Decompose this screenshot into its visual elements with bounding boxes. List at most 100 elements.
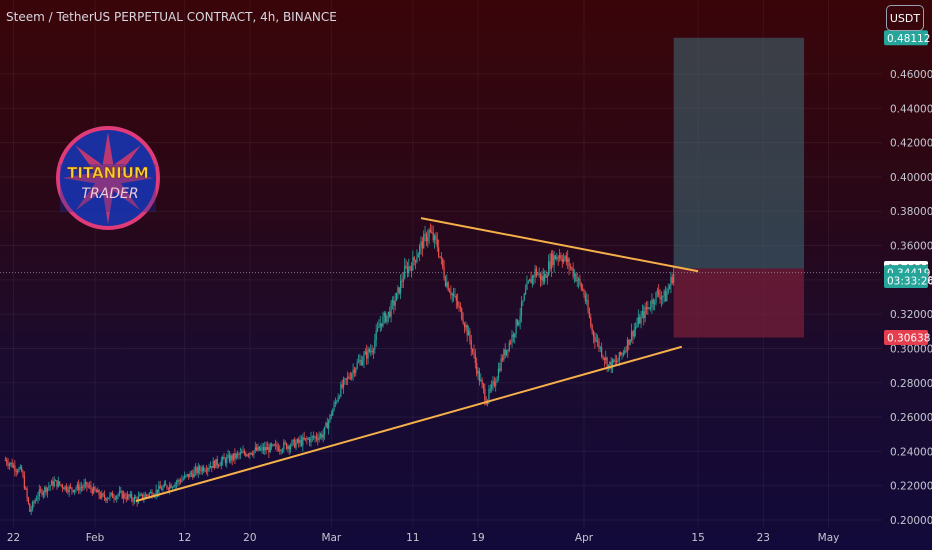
candle-body (405, 265, 407, 267)
candle-body (7, 463, 9, 466)
candle-body (179, 481, 182, 483)
candle-body (159, 485, 161, 489)
candle-body (387, 311, 389, 316)
candle-body (234, 453, 236, 459)
candle-body (595, 340, 597, 342)
candle-body (580, 283, 582, 289)
candle-body (243, 451, 246, 454)
candle-body (193, 470, 195, 478)
candle-body (291, 440, 293, 446)
candle-body (606, 357, 608, 368)
candle-body (370, 350, 372, 352)
candle-body (364, 351, 366, 355)
candle-body (30, 509, 32, 512)
candle-body (285, 443, 288, 449)
candle-body (228, 454, 231, 462)
candle-body (69, 486, 72, 488)
candle-body (298, 439, 300, 443)
candle-body (352, 369, 354, 374)
candle-body (90, 485, 92, 490)
candle-body (57, 481, 59, 487)
candle-body (477, 371, 479, 374)
candle-body (45, 487, 47, 493)
candle-body (203, 467, 205, 472)
candle-body (553, 255, 555, 265)
price-tag-countdown (884, 273, 928, 289)
candle-body (323, 426, 326, 435)
candle-body (544, 273, 546, 282)
candle-body (173, 486, 175, 488)
candle-body (204, 470, 206, 472)
candle-body (340, 384, 342, 397)
candle-body (326, 422, 328, 429)
candle-body (571, 267, 573, 269)
candle-body (645, 307, 648, 310)
candle-body (242, 451, 244, 453)
candle-body (125, 497, 127, 500)
candle-body (431, 231, 433, 233)
y-tick-label: 0.38000 (890, 206, 932, 218)
candle-body (192, 473, 194, 478)
candle-body (624, 350, 626, 354)
candle-body (329, 414, 331, 421)
profit-zone[interactable] (673, 37, 805, 269)
candle-body (302, 437, 304, 446)
candle-body (533, 275, 535, 278)
currency-button[interactable]: USDT (886, 5, 924, 31)
candle-body (451, 293, 453, 296)
candle-body (276, 444, 278, 448)
candle-body (333, 403, 335, 411)
candle-body (664, 290, 667, 302)
candle-body (232, 453, 235, 460)
candle-body (304, 438, 307, 440)
candle-body (14, 465, 16, 471)
candle-body (188, 474, 190, 478)
candle-body (453, 293, 455, 296)
candle-body (656, 290, 658, 293)
candle-body (587, 300, 589, 312)
candle-body (371, 350, 373, 353)
candle-body (582, 288, 584, 291)
candle-body (334, 402, 337, 404)
candle-body (209, 466, 212, 468)
candle-body (212, 461, 214, 468)
candle-body (254, 447, 256, 451)
y-tick-label: 0.30000 (890, 343, 932, 355)
candle-body (155, 489, 157, 495)
candle-body (215, 458, 217, 468)
candle-body (621, 353, 623, 355)
candle-body (35, 499, 38, 501)
candle-body (222, 457, 224, 461)
candle-body (319, 434, 322, 437)
candle-body (26, 488, 28, 498)
candle-body (133, 497, 135, 502)
candle-body (444, 278, 447, 286)
candle-body (241, 452, 243, 454)
candle-body (383, 312, 385, 317)
trendline-support[interactable] (135, 345, 683, 503)
candle-body (378, 326, 380, 328)
candle-body (275, 444, 277, 446)
candle-body (106, 498, 108, 501)
candle-body (428, 230, 430, 238)
candle-body (296, 439, 298, 443)
loss-zone[interactable] (673, 268, 805, 338)
candle-body (167, 488, 169, 490)
candle-body (114, 498, 116, 500)
candle-body (72, 489, 74, 492)
candle-body (636, 324, 638, 327)
candle-body (397, 287, 399, 293)
candle-body (83, 483, 85, 488)
candle-body (127, 494, 129, 500)
candle-body (223, 457, 225, 459)
candle-body (247, 454, 250, 456)
y-tick-label: 0.42000 (890, 138, 932, 150)
candle-body (501, 358, 504, 360)
candle-body (79, 487, 81, 491)
candle-body (478, 371, 481, 382)
candle-body (281, 449, 284, 451)
candle-body (467, 330, 470, 336)
trendline-resistance[interactable] (420, 217, 699, 273)
candle-body (466, 325, 468, 336)
